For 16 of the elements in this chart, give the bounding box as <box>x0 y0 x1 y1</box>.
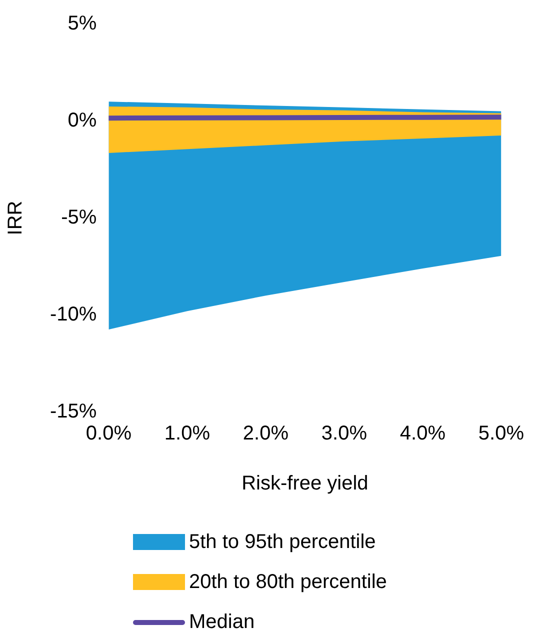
y-tick-label: 0% <box>68 110 97 132</box>
legend-label: 20th to 80th percentile <box>189 570 387 594</box>
y-tick-label: -15% <box>50 400 97 423</box>
y-tick-label: -10% <box>50 304 97 326</box>
x-tick-label: 4.0% <box>400 422 446 445</box>
x-axis-title: Risk-free yield <box>242 472 368 495</box>
legend-label: Median <box>189 610 255 632</box>
legend-label: 5th to 95th percentile <box>189 530 376 554</box>
x-tick-label: 0.0% <box>86 422 132 445</box>
y-tick-label: -5% <box>61 206 97 229</box>
x-tick-label: 2.0% <box>242 422 289 445</box>
x-tick-label: 3.0% <box>321 422 368 445</box>
x-tick-label: 1.0% <box>164 422 210 445</box>
y-axis-title: IRR <box>4 200 27 236</box>
x-tick-label: 5.0% <box>478 422 524 445</box>
y-tick-label: 5% <box>68 12 97 35</box>
